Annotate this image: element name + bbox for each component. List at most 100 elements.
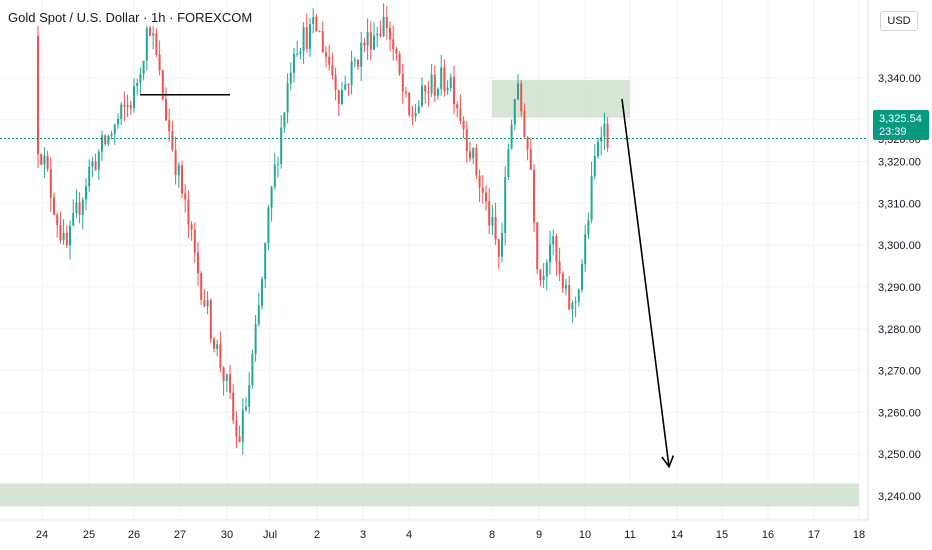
y-tick-label: 3,270.00 [878,366,921,378]
candle-body [107,135,110,144]
candle-body [328,56,331,65]
candle-body [158,54,161,71]
candle-body [533,170,535,223]
candle-body [446,87,449,91]
price-axis: 3,240.00 3,250.00 3,260.00 3,270.00 3,280.00… [878,73,921,503]
candle-body [520,83,523,112]
x-tick-label: 10 [579,529,591,541]
x-tick-label: 17 [808,529,820,541]
y-tick-label: 3,340.00 [878,73,921,85]
candle-body [603,123,606,137]
candle-body [597,141,599,156]
candle-body [315,17,318,32]
candle-body [369,31,372,50]
candle-body [120,104,123,120]
candle-body [539,269,542,281]
candle-body [299,51,302,54]
zones-layer [0,80,859,507]
candle-body [171,130,174,150]
candle-body [203,300,206,307]
candle-body [126,105,129,107]
candle-body [590,175,593,221]
candle-body [113,124,116,135]
x-tick-label: 18 [853,529,865,541]
price-badge-box [873,110,929,140]
candle-body [129,105,132,109]
price-badge-price: 3,325.54 [879,113,922,125]
candle-body [360,42,363,67]
candle-body [101,135,103,152]
candle-body [62,232,65,241]
x-tick-label: 11 [624,529,635,541]
candle-body [312,17,315,25]
currency-button[interactable]: USD [880,11,918,31]
candle-body [421,85,423,107]
candle-body [469,151,471,159]
candle-body [104,135,107,144]
candle-body [453,76,455,105]
candle-body [395,49,398,54]
candle-body [363,42,366,46]
candle-body [376,33,379,36]
candle-body [379,33,382,37]
candle-body [366,31,369,46]
candle-body [398,53,401,74]
candle-body [88,166,91,187]
symbol-title[interactable]: Gold Spot / U.S. Dollar · 1h · FOREXCOM [6,9,255,26]
candle-body [331,64,334,76]
down-arrow-head [661,455,675,469]
candle-body [581,264,583,290]
candle-body [373,35,375,50]
candle-body [472,147,475,159]
candle-body [110,134,113,136]
candle-body [488,201,491,226]
candle-body [561,273,564,289]
candle-body [593,155,596,176]
candle-body [241,409,244,442]
candle-body [526,137,529,150]
candle-body [213,338,215,349]
candle-body [507,148,510,177]
x-tick-label: 14 [671,529,683,541]
candle-body [552,236,555,245]
candle-body [424,85,427,92]
candle-body [497,239,500,257]
candle-body [165,98,167,121]
candle-body [37,36,39,154]
candle-body [302,27,305,52]
y-tick-label: 3,260.00 [878,407,921,419]
candle-body [523,111,526,138]
candle-body [417,106,420,113]
candle-body [139,73,142,84]
candle-body [405,91,407,93]
candle-body [248,385,251,407]
candle-body [136,83,139,87]
candle-body [46,155,49,169]
x-tick-label: 8 [489,529,495,541]
candle-body [382,16,385,37]
candle-body [65,232,68,246]
x-tick-label: 4 [406,529,412,541]
candle-body [286,83,289,113]
candle-body [72,213,75,226]
candle-body [235,420,238,437]
candle-body [123,104,126,107]
candle-body [389,27,391,40]
price-axis-bg[interactable] [868,0,932,520]
candle-body [430,74,433,94]
grid [0,0,868,520]
time-axis: 24 25 26 27 30 Jul 2 3 4 8 9 10 11 14 15 16 17 18 [36,529,865,541]
candle-body [117,119,119,125]
candle-body [261,279,263,306]
time-axis-bg[interactable] [0,520,868,550]
candle-body [254,323,257,355]
candle-body [491,216,494,226]
candle-body [168,120,171,131]
candle-body [78,202,81,215]
candle-body [545,262,548,277]
candle-body [456,104,459,109]
candle-body [257,305,260,324]
candle-body [475,147,478,176]
candle-body [97,151,100,170]
